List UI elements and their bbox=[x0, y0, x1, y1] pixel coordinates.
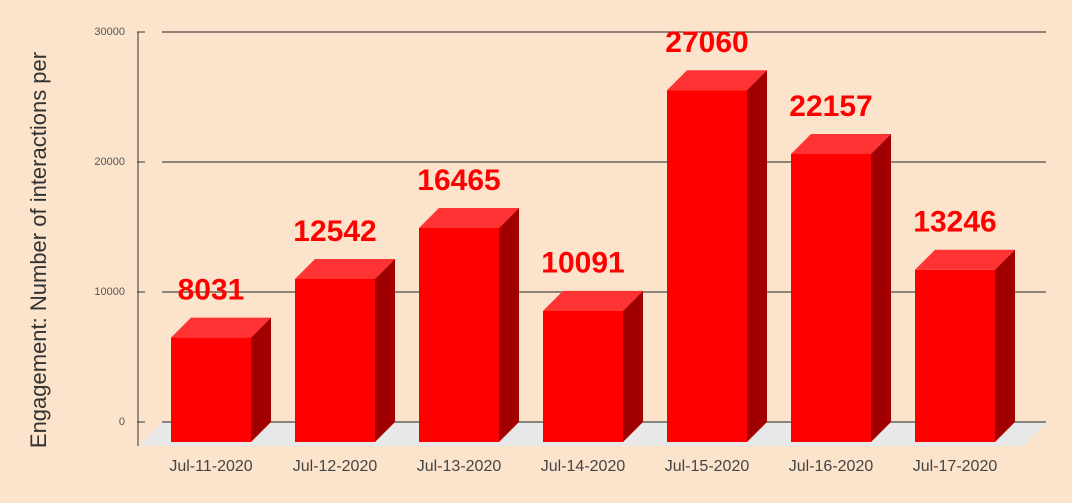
y-tick-label: 10000 bbox=[94, 286, 125, 298]
bar-top bbox=[667, 70, 767, 91]
bar-top bbox=[171, 317, 271, 338]
y-axis-title: Engagement: Number of interactions per bbox=[26, 52, 51, 448]
bar bbox=[419, 227, 499, 442]
x-tick-label: Jul-17-2020 bbox=[913, 458, 998, 475]
bar-side bbox=[747, 70, 767, 442]
bar-side bbox=[871, 133, 891, 443]
value-label: 8031 bbox=[178, 274, 245, 307]
value-label: 16465 bbox=[417, 164, 500, 197]
bar-side bbox=[499, 207, 519, 442]
x-tick-label: Jul-13-2020 bbox=[417, 458, 502, 475]
x-tick-label: Jul-11-2020 bbox=[169, 458, 252, 475]
x-tick-label: Jul-16-2020 bbox=[789, 458, 874, 475]
y-tick-label: 20000 bbox=[94, 156, 125, 168]
value-label: 10091 bbox=[541, 247, 624, 280]
x-tick-label: Jul-12-2020 bbox=[293, 458, 378, 475]
bar-top bbox=[791, 133, 891, 154]
bar-side bbox=[623, 290, 643, 442]
bar-top bbox=[543, 290, 643, 311]
bar-side bbox=[375, 258, 395, 442]
bar bbox=[171, 337, 251, 442]
bar bbox=[667, 90, 747, 442]
bar bbox=[295, 278, 375, 442]
value-label: 12542 bbox=[293, 215, 376, 248]
y-tick-label: 0 bbox=[119, 416, 125, 428]
y-tick-label: 30000 bbox=[94, 26, 125, 38]
value-label: 13246 bbox=[913, 206, 996, 239]
bar-top bbox=[419, 207, 519, 228]
bar-side bbox=[251, 317, 271, 442]
bar bbox=[543, 310, 623, 442]
bar-side bbox=[995, 249, 1015, 442]
x-tick-label: Jul-14-2020 bbox=[541, 458, 626, 475]
value-label: 27060 bbox=[665, 26, 748, 59]
bar bbox=[791, 153, 871, 443]
value-label: 22157 bbox=[789, 90, 872, 123]
bar-top bbox=[915, 249, 1015, 270]
bar bbox=[915, 269, 995, 442]
x-tick-label: Jul-15-2020 bbox=[665, 458, 750, 475]
bar-top bbox=[295, 258, 395, 279]
